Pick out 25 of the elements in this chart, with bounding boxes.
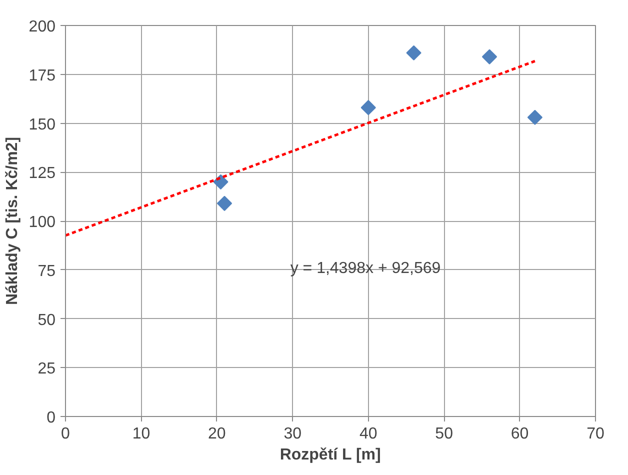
y-tick-label: 50	[38, 312, 56, 329]
y-axis-title: Náklady C [tis. Kč/m2]	[4, 136, 21, 306]
y-tick-label: 150	[28, 116, 56, 134]
x-tick-label: 40	[359, 426, 378, 442]
point	[527, 110, 542, 125]
y-tick-label: 125	[28, 165, 56, 182]
y-tick-label: 25	[38, 360, 56, 378]
y-tick-label: 100	[28, 214, 56, 231]
x-tick-label: 0	[61, 426, 70, 442]
x-tick-label: 20	[208, 426, 226, 442]
x-axis-title: Rozpětí L [m]	[280, 446, 381, 464]
point	[406, 45, 422, 60]
y-tick-label: 200	[28, 18, 56, 36]
y-tick-label: 0	[46, 410, 56, 426]
point	[216, 196, 232, 211]
x-tick-label: 30	[284, 426, 302, 442]
x-tick-label: 50	[435, 426, 454, 442]
y-tick-label: 175	[28, 67, 56, 84]
annotation: y = 1,4398x + 92,569	[290, 260, 441, 277]
x-tick-label: 60	[510, 426, 529, 442]
point	[482, 49, 498, 64]
point	[360, 100, 376, 116]
x-tick-label: 10	[132, 426, 150, 442]
x-tick-label: 70	[586, 426, 604, 442]
y-tick-label: 75	[38, 262, 56, 280]
